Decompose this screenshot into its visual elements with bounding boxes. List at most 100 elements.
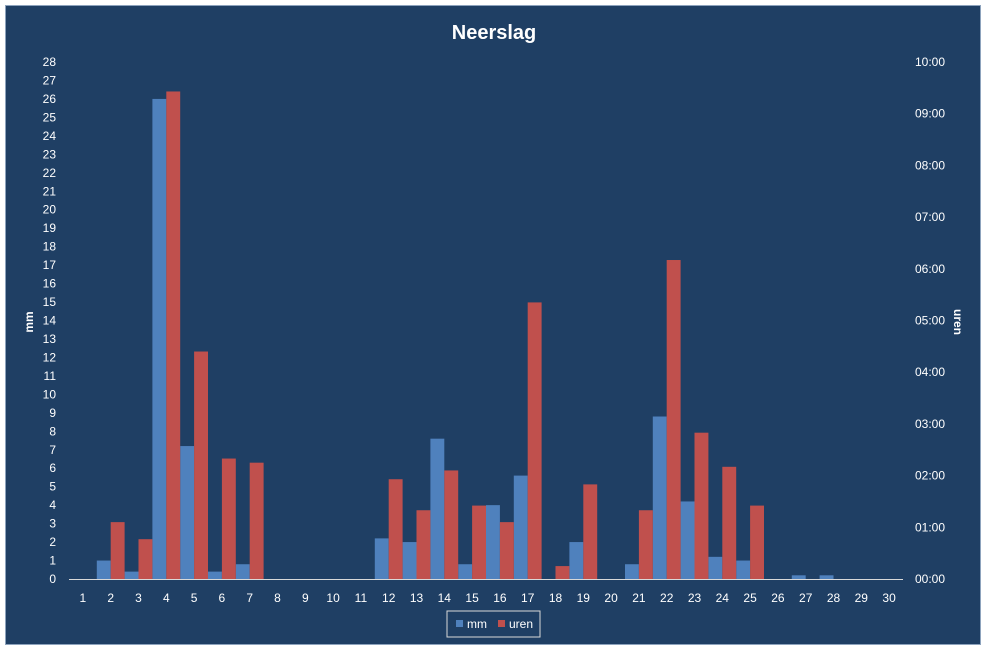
bar-mm-16: [486, 505, 500, 579]
left-tick-label: 28: [43, 55, 57, 69]
left-tick-label: 15: [43, 295, 57, 309]
x-tick-label: 1: [80, 591, 87, 605]
bar-mm-3: [124, 571, 139, 579]
x-tick-label: 26: [771, 591, 785, 605]
legend-label-mm: mm: [467, 617, 487, 631]
bar-uren-7: [249, 462, 264, 579]
x-tick-label: 24: [716, 591, 730, 605]
bar-uren-15: [472, 505, 486, 579]
left-tick-label: 6: [49, 461, 56, 475]
bar-mm-24: [708, 556, 723, 579]
left-tick-label: 23: [43, 147, 57, 161]
x-tick-label: 8: [274, 591, 281, 605]
bar-mm-6: [208, 571, 222, 579]
x-tick-label: 4: [163, 591, 170, 605]
x-axis-ticks: 1 2 3 4 5 6 7 8 9 10 11 12 13 14 15 16 17 18 19 20 21 22 23 24 2…: [80, 591, 897, 605]
left-tick-label: 26: [43, 92, 57, 106]
bar-uren-21: [638, 510, 653, 579]
right-tick-label: 01:00: [915, 520, 945, 534]
right-axis-ticks: 00:00 01:00 02:00 03:00 04:00 05:00 06:00 07:00…: [915, 55, 945, 586]
bar-uren-23: [694, 432, 709, 579]
left-tick-label: 2: [49, 535, 56, 549]
bar-uren-5: [194, 351, 208, 579]
left-tick-label: 18: [43, 240, 57, 254]
left-tick-label: 21: [43, 184, 57, 198]
right-tick-label: 02:00: [915, 469, 945, 483]
left-tick-label: 12: [43, 350, 57, 364]
x-tick-label: 11: [355, 591, 368, 605]
neerslag-chart: Neerslag 0123456789101112131415161718192…: [22, 22, 965, 638]
x-tick-label: 22: [660, 591, 674, 605]
left-tick-label: 7: [49, 443, 56, 457]
bar-uren-3: [138, 539, 153, 579]
bar-uren-12: [388, 479, 403, 579]
y-axis-label-left: mm: [22, 311, 36, 332]
x-tick-label: 12: [382, 591, 396, 605]
right-tick-label: 08:00: [915, 158, 945, 172]
left-tick-label: 1: [49, 554, 56, 568]
bar-mm-25: [736, 560, 751, 579]
chart-frame: Neerslag 0 1 2 3 4 5 6 7 8 9 10 11 12 13 14 15 16 17 18 19 2…: [5, 5, 981, 645]
chart-title: Neerslag: [452, 22, 537, 44]
left-tick-label: 4: [49, 498, 56, 512]
bar-mm-7: [235, 564, 250, 579]
x-tick-label: 15: [465, 591, 479, 605]
bar-uren-2: [110, 522, 125, 579]
x-tick-label: 28: [827, 591, 841, 605]
x-tick-label: 7: [246, 591, 253, 605]
x-tick-label: 16: [493, 591, 507, 605]
left-tick-label: 20: [43, 203, 57, 217]
x-tick-label: 13: [410, 591, 424, 605]
right-tick-label: 07:00: [915, 210, 945, 224]
x-tick-label: 29: [855, 591, 869, 605]
bar-uren-17: [527, 302, 542, 579]
x-tick-label: 5: [191, 591, 198, 605]
bar-mm-21: [625, 564, 639, 579]
left-tick-label: 0: [49, 572, 56, 586]
left-tick-label: 22: [43, 166, 57, 180]
x-tick-label: 19: [577, 591, 591, 605]
left-tick-label: 24: [43, 129, 57, 143]
bar-mm-5: [180, 446, 195, 579]
bar-mm-4: [152, 98, 167, 580]
x-tick-label: 20: [604, 591, 618, 605]
bar-uren-13: [416, 510, 431, 579]
right-tick-label: 06:00: [915, 262, 945, 276]
left-tick-label: 8: [49, 424, 56, 438]
bar-mm-27: [791, 575, 806, 579]
legend-box: [446, 610, 541, 638]
bar-mm-17: [513, 475, 528, 579]
bar-mm-13: [402, 542, 417, 579]
x-tick-label: 23: [688, 591, 702, 605]
x-tick-label: 9: [302, 591, 309, 605]
bar-mm-22: [652, 416, 667, 579]
left-tick-label: 14: [43, 314, 57, 328]
left-tick-label: 16: [43, 277, 57, 291]
left-tick-label: 5: [49, 480, 56, 494]
bar-mm-2: [96, 560, 111, 579]
right-tick-label: 10:00: [915, 55, 945, 69]
x-tick-label: 27: [799, 591, 813, 605]
x-tick-label: 3: [135, 591, 142, 605]
x-tick-label: 21: [632, 591, 646, 605]
right-tick-label: 09:00: [915, 107, 945, 121]
x-tick-label: 18: [549, 591, 563, 605]
bar-uren-25: [750, 505, 764, 579]
left-tick-label: 11: [44, 369, 57, 383]
left-tick-label: 10: [43, 387, 57, 401]
legend: mm uren: [446, 610, 541, 638]
legend-label-uren: uren: [509, 617, 533, 631]
bar-mm-28: [819, 575, 834, 579]
x-tick-label: 10: [326, 591, 340, 605]
x-tick-label: 14: [438, 591, 452, 605]
legend-swatch-uren: [498, 620, 505, 627]
bar-uren-22: [666, 260, 681, 579]
left-tick-label: 13: [43, 332, 57, 346]
x-tick-label: 2: [107, 591, 114, 605]
right-tick-label: 04:00: [915, 365, 945, 379]
legend-swatch-mm: [456, 620, 463, 627]
left-tick-label: 9: [49, 406, 56, 420]
bar-uren-16: [499, 522, 514, 579]
left-tick-label: 27: [43, 73, 57, 87]
x-tick-label: 25: [743, 591, 757, 605]
